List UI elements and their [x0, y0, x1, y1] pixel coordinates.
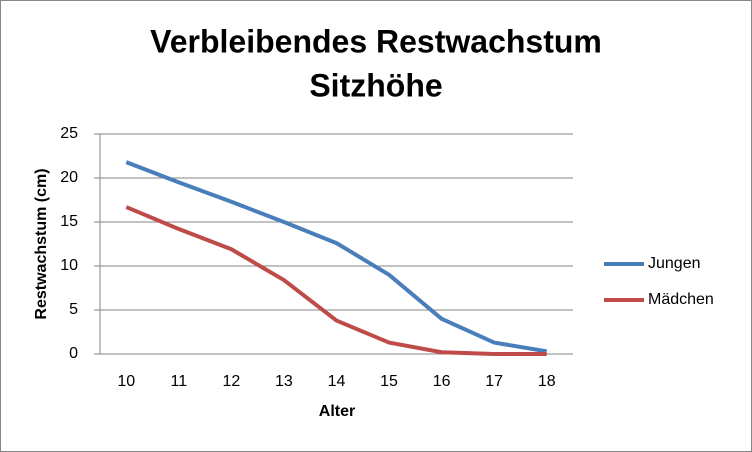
x-axis-label: Alter	[319, 403, 355, 420]
y-tick-label: 15	[60, 213, 78, 230]
y-tick-label: 25	[60, 125, 78, 142]
y-tick-label: 20	[60, 169, 78, 186]
x-tick-label: 11	[171, 373, 188, 390]
x-tick-label: 15	[380, 373, 398, 390]
series-line	[125, 205, 547, 356]
x-tick-label: 12	[222, 373, 240, 390]
y-tick-label: 0	[69, 345, 78, 362]
x-tick-label: 14	[328, 373, 346, 390]
chart-title: Sitzhöhe	[309, 67, 442, 103]
y-axis-label: Restwachstum (cm)	[33, 168, 50, 319]
chart-title: Verbleibendes Restwachstum	[150, 23, 602, 59]
x-tick-label: 16	[433, 373, 451, 390]
x-tick-label: 18	[538, 373, 556, 390]
y-tick-label: 5	[69, 301, 78, 318]
x-tick-label: 13	[275, 373, 293, 390]
x-tick-label: 10	[117, 373, 135, 390]
series-line	[125, 160, 548, 354]
y-tick-label: 10	[60, 257, 78, 274]
x-tick-label: 17	[485, 373, 503, 390]
legend-label: Jungen	[648, 255, 701, 272]
legend-label: Mädchen	[648, 291, 714, 308]
